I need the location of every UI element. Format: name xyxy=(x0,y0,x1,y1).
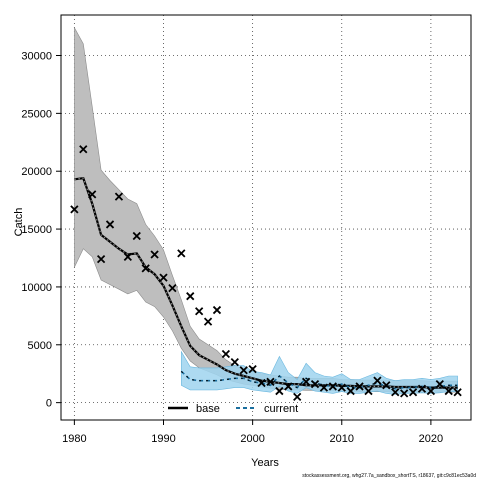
series-lines xyxy=(74,176,458,390)
observation-marker-1992 xyxy=(177,249,186,258)
legend: base current xyxy=(168,403,298,415)
observation-marker-1987 xyxy=(132,231,141,241)
legend-base-label: base xyxy=(196,403,220,415)
observation-marker-2019 xyxy=(417,384,427,393)
base-confidence-band xyxy=(74,27,458,393)
y-tick-label-6: 30000 xyxy=(21,51,52,63)
observation-marker-1993 xyxy=(186,292,195,301)
observation-marker-1988 xyxy=(141,264,150,273)
observation-marker-2020 xyxy=(426,386,436,396)
x-tick-label-1: 1990 xyxy=(151,433,175,445)
observation-marker-2002 xyxy=(266,377,275,386)
observation-marker-1984 xyxy=(105,220,115,229)
y-tick-label-4: 20000 xyxy=(21,166,52,178)
observation-marker-1990 xyxy=(159,273,168,282)
observation-marker-1998 xyxy=(230,358,239,367)
y-axis-label: Catch xyxy=(13,208,25,237)
observation-marker-1991 xyxy=(168,283,177,293)
observation-marker-2004 xyxy=(284,382,293,391)
observation-marker-1999 xyxy=(239,366,248,375)
observation-marker-2017 xyxy=(400,389,409,398)
plot-frame xyxy=(60,14,472,421)
observation-marker-2013 xyxy=(364,386,373,396)
y-tick-label-2: 10000 xyxy=(21,282,52,294)
base-median-dots xyxy=(74,177,458,389)
observation-marker-2009 xyxy=(328,382,337,391)
observation-marker-2000 xyxy=(248,364,257,374)
observation-marker-2006 xyxy=(301,377,311,386)
observation-marker-1995 xyxy=(203,317,213,326)
observation-marker-2018 xyxy=(408,388,418,397)
observation-marker-1982 xyxy=(88,190,97,199)
observation-marker-2015 xyxy=(382,381,391,390)
footer-text: stockassessment.org, whg27.7a_sandbox_sh… xyxy=(302,473,476,479)
observation-marker-1983 xyxy=(96,255,106,264)
x-axis: 1980 1990 2000 2010 2020 xyxy=(62,420,443,445)
observation-marker-2001 xyxy=(257,378,266,388)
legend-current-label: current xyxy=(264,403,298,415)
observation-marker-1981 xyxy=(79,145,88,154)
observation-marker-1996 xyxy=(212,305,222,315)
observation-marker-1986 xyxy=(123,252,132,261)
observation-marker-1989 xyxy=(150,250,159,259)
x-tick-label-3: 2010 xyxy=(330,433,354,445)
observation-marker-2010 xyxy=(337,383,346,392)
y-tick-label-5: 25000 xyxy=(21,108,52,120)
observation-marker-2007 xyxy=(310,379,320,389)
x-tick-label-2: 2000 xyxy=(240,433,264,445)
y-tick-label-3: 15000 xyxy=(21,224,52,236)
observation-marker-2005 xyxy=(293,392,302,401)
observation-marker-2022 xyxy=(444,386,453,396)
observation-marker-2016 xyxy=(391,388,400,397)
current-median-dark xyxy=(180,371,458,390)
observation-marker-2021 xyxy=(435,379,444,389)
observation-marker-2023 xyxy=(453,388,462,397)
observation-marker-1985 xyxy=(114,192,124,201)
x-tick-label-4: 2020 xyxy=(419,433,443,445)
x-tick-label-0: 1980 xyxy=(62,433,86,445)
y-axis: 0 5000 10000 15000 20000 25000 30000 xyxy=(21,51,61,410)
observation-marker-2014 xyxy=(373,376,382,385)
x-axis-label: Years xyxy=(251,457,279,469)
observation-marker-2003 xyxy=(275,386,284,396)
confidence-bands xyxy=(74,27,458,395)
observation-markers xyxy=(70,145,462,401)
observation-marker-1980 xyxy=(70,205,79,214)
observation-marker-2011 xyxy=(346,386,355,396)
observation-marker-2008 xyxy=(319,383,329,392)
observation-marker-1994 xyxy=(195,307,204,316)
y-tick-label-1: 5000 xyxy=(28,340,52,352)
observation-marker-2012 xyxy=(355,382,364,391)
y-tick-label-0: 0 xyxy=(46,398,52,410)
observation-marker-1997 xyxy=(221,349,231,359)
